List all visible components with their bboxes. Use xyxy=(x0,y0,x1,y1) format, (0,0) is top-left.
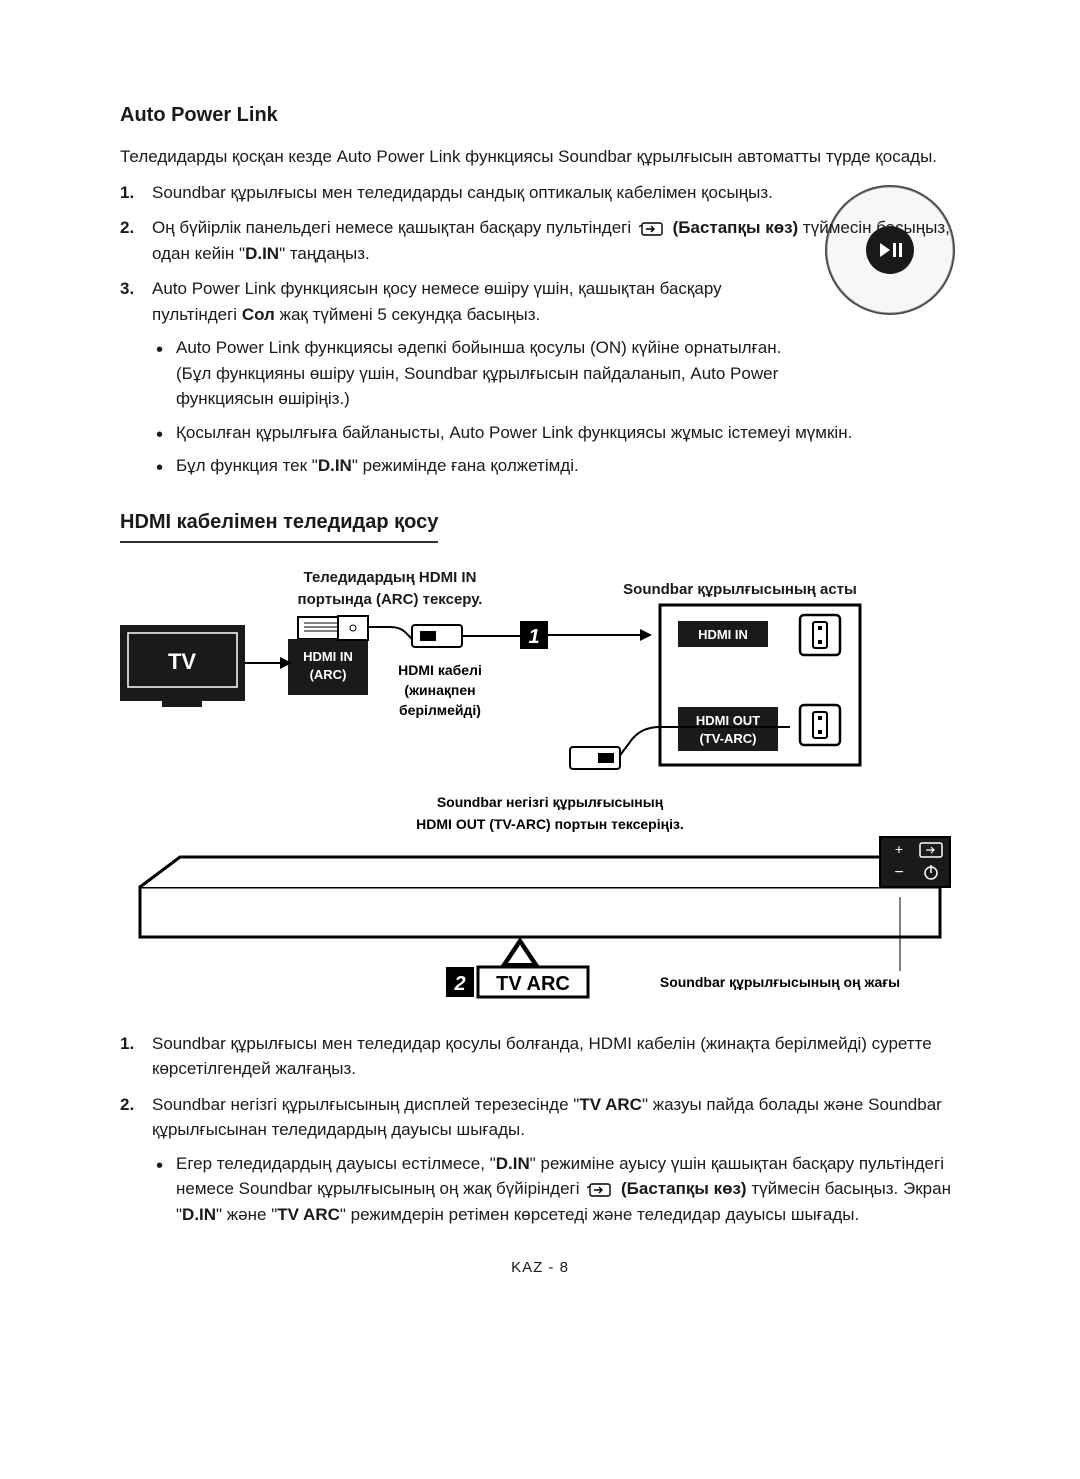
section2-steps: 1. Soundbar құрылғысы мен теледидар қосу… xyxy=(120,1031,960,1228)
svg-text:TV ARC: TV ARC xyxy=(496,973,570,995)
step-number: 1. xyxy=(120,180,134,206)
section1-title: Auto Power Link xyxy=(120,100,960,130)
text-frag: Soundbar негізгі құрылғысының дисплей те… xyxy=(152,1095,579,1114)
source-icon xyxy=(639,221,665,237)
section1-steps: 1. Soundbar құрылғысы мен теледидарды са… xyxy=(120,180,960,479)
svg-text:HDMI IN: HDMI IN xyxy=(698,627,748,642)
svg-text:Soundbar құрылғысының оң жағы: Soundbar құрылғысының оң жағы xyxy=(660,974,900,990)
step-text: Soundbar құрылғысы мен теледидарды санды… xyxy=(152,183,773,202)
source-icon xyxy=(587,1182,613,1198)
bullet-item: Auto Power Link функциясы әдепкі бойынша… xyxy=(176,335,800,412)
text-bold: (Бастапқы көз) xyxy=(673,218,799,237)
svg-text:(ARC): (ARC) xyxy=(310,667,347,682)
section1-intro: Теледидарды қосқан кезде Auto Power Link… xyxy=(120,144,960,170)
svg-text:HDMI OUT: HDMI OUT xyxy=(696,713,760,728)
text-bold: D.IN xyxy=(245,244,279,263)
text-frag: Бұл функция тек " xyxy=(176,456,318,475)
text-bold: (Бастапқы көз) xyxy=(621,1179,747,1198)
hdmi-connection-diagram: Теледидардың HDMI IN портында (ARC) текс… xyxy=(120,567,960,1007)
diagram-svg: TV HDMI IN (ARC) HDMI кабелі (жинақпен б… xyxy=(120,567,960,1007)
step-number: 2. xyxy=(120,215,134,241)
step-3: 3. Auto Power Link функциясын қосу немес… xyxy=(144,276,960,479)
text-bold: D.IN xyxy=(182,1205,216,1224)
svg-text:берілмейді): берілмейді) xyxy=(399,702,481,718)
text-frag: " таңдаңыз. xyxy=(279,244,370,263)
step-number: 2. xyxy=(120,1092,134,1118)
svg-text:Soundbar негізгі құрылғысының: Soundbar негізгі құрылғысының xyxy=(437,794,664,810)
bullet-item: Қосылған құрылғыға байланысты, Auto Powe… xyxy=(176,420,960,446)
text-bold: TV ARC xyxy=(277,1205,340,1224)
step3-bullets: Auto Power Link функциясы әдепкі бойынша… xyxy=(152,335,800,479)
svg-text:+: + xyxy=(895,841,903,857)
svg-text:HDMI OUT (TV-ARC) портын тексе: HDMI OUT (TV-ARC) портын тексеріңіз. xyxy=(416,816,684,832)
text-frag: " және " xyxy=(216,1205,277,1224)
step-text: Soundbar құрылғысы мен теледидар қосулы … xyxy=(152,1034,932,1079)
bullet-item: Бұл функция тек "D.IN" режимінде ғана қо… xyxy=(176,453,960,479)
text-bold: TV ARC xyxy=(579,1095,642,1114)
text-bold: D.IN xyxy=(496,1154,530,1173)
step-1: 1. Soundbar құрылғысы мен теледидарды са… xyxy=(144,180,960,206)
svg-text:TV: TV xyxy=(168,649,196,674)
page-number: KAZ - 8 xyxy=(120,1257,960,1280)
step-2: 2. Оң бүйірлік панельдегі немесе қашықта… xyxy=(144,215,960,266)
text-frag: " режимінде ғана қолжетімді. xyxy=(352,456,579,475)
text-frag: Егер теледидардың дауысы естілмесе, " xyxy=(176,1154,496,1173)
text-bold: D.IN xyxy=(318,456,352,475)
svg-text:HDMI IN: HDMI IN xyxy=(303,649,353,664)
step-number: 1. xyxy=(120,1031,134,1057)
bullet-item: Егер теледидардың дауысы естілмесе, "D.I… xyxy=(176,1151,960,1228)
step-number: 3. xyxy=(120,276,134,302)
step-1: 1. Soundbar құрылғысы мен теледидар қосу… xyxy=(144,1031,960,1082)
svg-text:−: − xyxy=(894,864,903,881)
step-text: Auto Power Link функциясын қосу немесе ө… xyxy=(152,279,722,324)
text-frag: жақ түймені 5 секундқа басыңыз. xyxy=(275,305,540,324)
step-text: Оң бүйірлік панельдегі немесе қашықтан б… xyxy=(152,218,950,263)
svg-text:(TV-ARC): (TV-ARC) xyxy=(699,731,756,746)
step-2: 2. Soundbar негізгі құрылғысының дисплей… xyxy=(144,1092,960,1228)
section2-title: HDMI кабелімен теледидар қосу xyxy=(120,507,438,543)
step2-bullets: Егер теледидардың дауысы естілмесе, "D.I… xyxy=(152,1151,960,1228)
svg-text:2: 2 xyxy=(453,973,465,995)
svg-text:1: 1 xyxy=(528,626,539,648)
text-frag: Оң бүйірлік панельдегі немесе қашықтан б… xyxy=(152,218,636,237)
text-frag: " режимдерін ретімен көрсетеді және теле… xyxy=(340,1205,859,1224)
text-bold: Сол xyxy=(242,305,275,324)
step-text: Soundbar негізгі құрылғысының дисплей те… xyxy=(152,1095,942,1140)
svg-text:HDMI кабелі: HDMI кабелі xyxy=(398,662,482,678)
svg-text:(жинақпен: (жинақпен xyxy=(404,682,475,698)
